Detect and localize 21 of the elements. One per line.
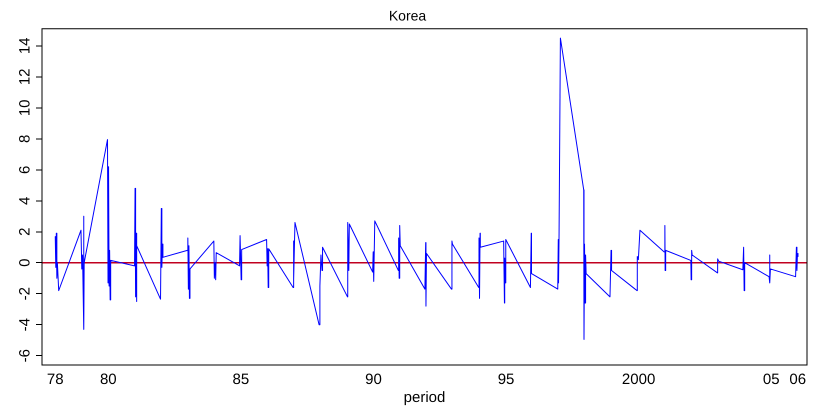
- x-tick-label: 2000: [622, 371, 656, 388]
- y-tick-label: 8: [16, 134, 34, 143]
- x-axis-title: period: [404, 389, 446, 406]
- y-tick-label: 6: [16, 166, 34, 174]
- chart-title: Korea: [388, 7, 426, 24]
- y-tick-label: 4: [16, 196, 34, 205]
- y-tick-label: 12: [16, 68, 34, 86]
- y-tick-label: -6: [16, 349, 34, 362]
- x-tick-label: 90: [365, 371, 382, 388]
- x-tick-label: 78: [46, 371, 64, 388]
- y-tick-label: -2: [16, 287, 34, 300]
- x-tick-label: 85: [232, 371, 250, 388]
- y-tick-label: 0: [16, 258, 34, 267]
- y-tick-label: 10: [16, 99, 34, 116]
- y-tick-label: 2: [16, 228, 34, 236]
- y-tick-label: -4: [16, 318, 34, 332]
- y-tick-label: 14: [16, 38, 34, 54]
- x-tick-label: 05: [762, 371, 780, 388]
- x-tick-label: 95: [498, 371, 514, 388]
- x-tick-label: 06: [789, 371, 806, 388]
- x-tick-label: 80: [100, 371, 117, 388]
